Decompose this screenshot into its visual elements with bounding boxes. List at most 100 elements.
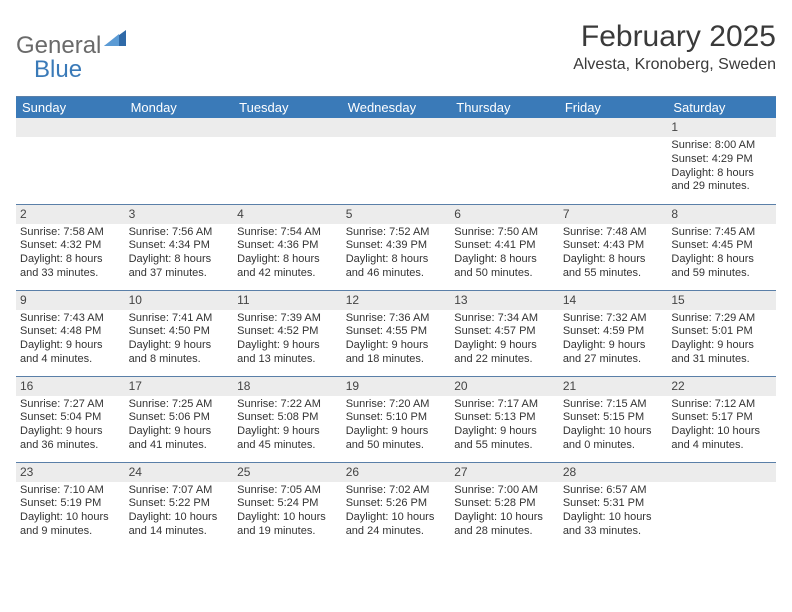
day-number: 6 xyxy=(450,205,559,224)
day-cell: 26Sunrise: 7:02 AMSunset: 5:26 PMDayligh… xyxy=(342,462,451,548)
sunrise-text: Sunrise: 7:10 AM xyxy=(20,484,121,498)
daylight-text: Daylight: 10 hours and 9 minutes. xyxy=(20,511,121,539)
location: Alvesta, Kronoberg, Sweden xyxy=(573,56,776,74)
day-number: 9 xyxy=(16,291,125,310)
day-details: Sunrise: 7:52 AMSunset: 4:39 PMDaylight:… xyxy=(342,224,451,283)
daylight-text: Daylight: 8 hours and 55 minutes. xyxy=(563,253,664,281)
sunrise-text: Sunrise: 7:58 AM xyxy=(20,226,121,240)
daylight-text: Daylight: 10 hours and 19 minutes. xyxy=(237,511,338,539)
day-cell: 20Sunrise: 7:17 AMSunset: 5:13 PMDayligh… xyxy=(450,376,559,462)
weekday-header: Saturday xyxy=(667,97,776,118)
day-cell xyxy=(450,118,559,204)
day-cell xyxy=(559,118,668,204)
daylight-text: Daylight: 9 hours and 18 minutes. xyxy=(346,339,447,367)
sunset-text: Sunset: 4:34 PM xyxy=(129,239,230,253)
day-cell: 6Sunrise: 7:50 AMSunset: 4:41 PMDaylight… xyxy=(450,204,559,290)
sunset-text: Sunset: 5:08 PM xyxy=(237,411,338,425)
sunset-text: Sunset: 5:24 PM xyxy=(237,497,338,511)
day-details: Sunrise: 7:15 AMSunset: 5:15 PMDaylight:… xyxy=(559,396,668,455)
day-details: Sunrise: 7:54 AMSunset: 4:36 PMDaylight:… xyxy=(233,224,342,283)
sunset-text: Sunset: 5:17 PM xyxy=(671,411,772,425)
day-details: Sunrise: 7:34 AMSunset: 4:57 PMDaylight:… xyxy=(450,310,559,369)
day-number: 4 xyxy=(233,205,342,224)
day-details: Sunrise: 7:48 AMSunset: 4:43 PMDaylight:… xyxy=(559,224,668,283)
weekday-header-row: Sunday Monday Tuesday Wednesday Thursday… xyxy=(16,97,776,118)
day-cell: 11Sunrise: 7:39 AMSunset: 4:52 PMDayligh… xyxy=(233,290,342,376)
weekday-header: Wednesday xyxy=(342,97,451,118)
day-cell: 27Sunrise: 7:00 AMSunset: 5:28 PMDayligh… xyxy=(450,462,559,548)
day-details: Sunrise: 7:43 AMSunset: 4:48 PMDaylight:… xyxy=(16,310,125,369)
calendar-week-row: 1Sunrise: 8:00 AMSunset: 4:29 PMDaylight… xyxy=(16,118,776,204)
sunrise-text: Sunrise: 7:22 AM xyxy=(237,398,338,412)
day-details: Sunrise: 7:12 AMSunset: 5:17 PMDaylight:… xyxy=(667,396,776,455)
sunset-text: Sunset: 5:22 PM xyxy=(129,497,230,511)
day-details: Sunrise: 7:27 AMSunset: 5:04 PMDaylight:… xyxy=(16,396,125,455)
day-cell: 14Sunrise: 7:32 AMSunset: 4:59 PMDayligh… xyxy=(559,290,668,376)
day-cell: 19Sunrise: 7:20 AMSunset: 5:10 PMDayligh… xyxy=(342,376,451,462)
logo-triangle-icon xyxy=(104,26,126,54)
page-header: GeneralBlue February 2025 Alvesta, Krono… xyxy=(16,20,776,84)
day-details: Sunrise: 7:05 AMSunset: 5:24 PMDaylight:… xyxy=(233,482,342,541)
weekday-header: Thursday xyxy=(450,97,559,118)
day-details: Sunrise: 7:25 AMSunset: 5:06 PMDaylight:… xyxy=(125,396,234,455)
day-number: 2 xyxy=(16,205,125,224)
sunrise-text: Sunrise: 7:05 AM xyxy=(237,484,338,498)
day-number xyxy=(342,118,451,137)
sunrise-text: Sunrise: 7:12 AM xyxy=(671,398,772,412)
day-cell: 9Sunrise: 7:43 AMSunset: 4:48 PMDaylight… xyxy=(16,290,125,376)
sunrise-text: Sunrise: 7:00 AM xyxy=(454,484,555,498)
day-details: Sunrise: 7:45 AMSunset: 4:45 PMDaylight:… xyxy=(667,224,776,283)
sunset-text: Sunset: 5:28 PM xyxy=(454,497,555,511)
sunrise-text: Sunrise: 7:56 AM xyxy=(129,226,230,240)
day-number: 14 xyxy=(559,291,668,310)
day-number: 5 xyxy=(342,205,451,224)
day-number: 25 xyxy=(233,463,342,482)
sunrise-text: Sunrise: 7:50 AM xyxy=(454,226,555,240)
day-cell: 12Sunrise: 7:36 AMSunset: 4:55 PMDayligh… xyxy=(342,290,451,376)
calendar-week-row: 9Sunrise: 7:43 AMSunset: 4:48 PMDaylight… xyxy=(16,290,776,376)
day-details: Sunrise: 7:41 AMSunset: 4:50 PMDaylight:… xyxy=(125,310,234,369)
sunset-text: Sunset: 4:48 PM xyxy=(20,325,121,339)
sunset-text: Sunset: 4:55 PM xyxy=(346,325,447,339)
day-details: Sunrise: 7:02 AMSunset: 5:26 PMDaylight:… xyxy=(342,482,451,541)
day-number xyxy=(125,118,234,137)
sunrise-text: Sunrise: 7:07 AM xyxy=(129,484,230,498)
day-cell xyxy=(233,118,342,204)
sunset-text: Sunset: 4:29 PM xyxy=(671,153,772,167)
day-number: 21 xyxy=(559,377,668,396)
day-cell: 28Sunrise: 6:57 AMSunset: 5:31 PMDayligh… xyxy=(559,462,668,548)
calendar-table: Sunday Monday Tuesday Wednesday Thursday… xyxy=(16,97,776,548)
calendar-body: 1Sunrise: 8:00 AMSunset: 4:29 PMDaylight… xyxy=(16,118,776,548)
day-number xyxy=(16,118,125,137)
day-number: 10 xyxy=(125,291,234,310)
daylight-text: Daylight: 10 hours and 0 minutes. xyxy=(563,425,664,453)
day-number: 20 xyxy=(450,377,559,396)
sunrise-text: Sunrise: 7:43 AM xyxy=(20,312,121,326)
day-number: 26 xyxy=(342,463,451,482)
daylight-text: Daylight: 9 hours and 8 minutes. xyxy=(129,339,230,367)
daylight-text: Daylight: 9 hours and 45 minutes. xyxy=(237,425,338,453)
sunset-text: Sunset: 5:01 PM xyxy=(671,325,772,339)
sunrise-text: Sunrise: 7:29 AM xyxy=(671,312,772,326)
day-details: Sunrise: 7:50 AMSunset: 4:41 PMDaylight:… xyxy=(450,224,559,283)
logo-text-blue: Blue xyxy=(34,56,126,84)
daylight-text: Daylight: 9 hours and 13 minutes. xyxy=(237,339,338,367)
sunrise-text: Sunrise: 7:48 AM xyxy=(563,226,664,240)
sunrise-text: Sunrise: 7:34 AM xyxy=(454,312,555,326)
day-details: Sunrise: 6:57 AMSunset: 5:31 PMDaylight:… xyxy=(559,482,668,541)
sunrise-text: Sunrise: 7:27 AM xyxy=(20,398,121,412)
sunset-text: Sunset: 5:13 PM xyxy=(454,411,555,425)
day-number: 17 xyxy=(125,377,234,396)
day-number xyxy=(667,463,776,482)
day-details: Sunrise: 7:20 AMSunset: 5:10 PMDaylight:… xyxy=(342,396,451,455)
sunset-text: Sunset: 4:43 PM xyxy=(563,239,664,253)
daylight-text: Daylight: 9 hours and 55 minutes. xyxy=(454,425,555,453)
day-cell: 21Sunrise: 7:15 AMSunset: 5:15 PMDayligh… xyxy=(559,376,668,462)
calendar-week-row: 16Sunrise: 7:27 AMSunset: 5:04 PMDayligh… xyxy=(16,376,776,462)
day-cell: 17Sunrise: 7:25 AMSunset: 5:06 PMDayligh… xyxy=(125,376,234,462)
day-cell: 22Sunrise: 7:12 AMSunset: 5:17 PMDayligh… xyxy=(667,376,776,462)
day-cell xyxy=(16,118,125,204)
logo: GeneralBlue xyxy=(16,26,126,84)
day-details: Sunrise: 7:58 AMSunset: 4:32 PMDaylight:… xyxy=(16,224,125,283)
sunrise-text: Sunrise: 7:54 AM xyxy=(237,226,338,240)
